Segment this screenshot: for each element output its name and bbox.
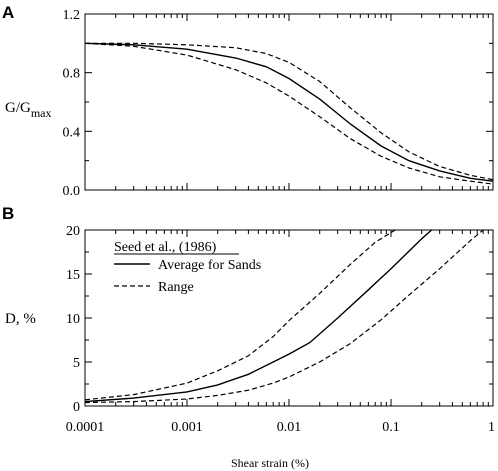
plot-frame-b: [84, 229, 494, 407]
legend-entry-label: Range: [158, 280, 194, 295]
y-tick-label: 20: [66, 224, 80, 239]
x-tick-label: 1: [488, 420, 495, 435]
average-curve-a-0: [84, 42, 494, 182]
y-tick-label: 10: [66, 312, 80, 327]
range-curve-a-1: [85, 42, 494, 181]
panel-a-plot: 0.0 0.4 0.8 1.2 G/Gmax: [5, 8, 494, 199]
x-tick-label: 0.01: [277, 420, 302, 435]
x-tick-label: 0.1: [382, 420, 400, 435]
plot-frame-a: [84, 13, 494, 191]
average-curve-b-0: [84, 229, 433, 403]
y-tick-label: 0: [73, 400, 80, 415]
y-axis-label: D, %: [5, 311, 36, 327]
y-tick-label: 0.8: [63, 67, 81, 82]
panel-letter-b: B: [2, 204, 14, 223]
panel-letter-a: A: [2, 3, 14, 22]
range-curve-b-2: [84, 229, 484, 404]
x-axis-label: Shear strain (%): [231, 456, 309, 470]
legend-entry-label: Average for Sands: [158, 258, 261, 273]
y-tick-label: 0.0: [63, 184, 81, 199]
y-tick-label: 1.2: [63, 8, 81, 23]
y-axis-label: G/Gmax: [5, 100, 52, 120]
legend-title: Seed et al., (1986): [114, 240, 217, 255]
x-tick-label: 0.001: [171, 420, 203, 435]
y-axis-label-subscript: max: [31, 106, 52, 120]
x-tick-label: 0.0001: [66, 420, 105, 435]
range-curve-a-2: [84, 42, 494, 185]
y-tick-label: 15: [66, 268, 80, 283]
legend: Seed et al., (1986) Average for Sands Rang…: [114, 240, 261, 295]
y-tick-label: 5: [73, 356, 80, 371]
range-curve-b-1: [84, 229, 396, 401]
y-tick-label: 0.4: [63, 125, 81, 140]
